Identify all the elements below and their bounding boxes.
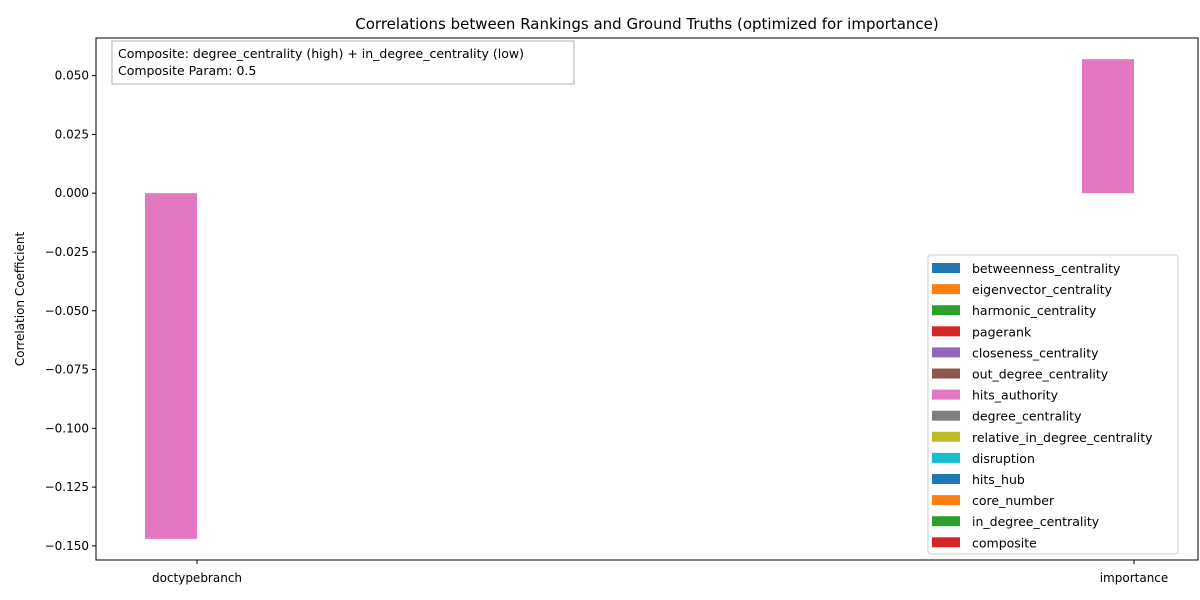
y-tick-label: −0.075 [45,363,89,377]
plot-frame [95,37,1199,561]
y-axis-label: Correlation Coefficient [13,232,27,367]
annotation-line-1: Composite: degree_centrality (high) + in… [118,46,524,61]
legend-swatch-betweenness-centrality [932,263,960,273]
bar-hits-authority-importance [1082,59,1134,194]
legend-swatch-hits-authority [932,389,960,400]
y-tick-label: −0.125 [45,480,89,494]
y-axis: −0.150 −0.125 −0.100 −0.075 −0.050 −0.025 0.00… [45,69,96,553]
legend-label-eigenvector-centrality: eigenvector_centrality [972,282,1113,297]
legend-label-relative-in-degree-centrality: relative_in_degree_centrality [972,430,1153,445]
legend-label-closeness-centrality: closeness_centrality [972,345,1099,360]
legend: betweenness_centrality eigenvector_centra… [927,254,1179,555]
chart-title: Correlations between Rankings and Ground… [355,15,938,33]
bars-group [145,59,1134,539]
x-tick-label: doctypebranch [152,571,242,585]
y-tick-label: 0.000 [55,186,89,200]
y-tick-label: −0.150 [45,539,89,553]
y-tick-label: 0.050 [55,69,89,83]
legend-swatch-out-degree-centrality [932,368,960,379]
x-tick-label: importance [1100,571,1169,585]
legend-label-hits-authority: hits_authority [972,388,1059,403]
legend-swatch-relative-in-degree-centrality [932,431,960,442]
legend-label-disruption: disruption [972,451,1035,466]
x-axis: doctypebranch importance [152,560,1168,585]
legend-frame [927,254,1179,555]
legend-label-composite: composite [972,535,1037,550]
legend-swatch-core-number [932,495,960,506]
legend-swatch-in-degree-centrality [932,516,960,527]
y-tick-label: −0.100 [45,421,89,435]
legend-swatch-closeness-centrality [932,347,960,358]
legend-label-core-number: core_number [972,493,1055,508]
legend-swatch-eigenvector-centrality [932,284,960,295]
legend-label-degree-centrality: degree_centrality [972,409,1082,424]
legend-swatch-degree-centrality [932,410,960,421]
legend-label-hits-hub: hits_hub [972,472,1025,487]
legend-label-betweenness-centrality: betweenness_centrality [972,261,1121,276]
bar-hits-authority-doctypebranch [145,193,197,539]
y-tick-label: 0.025 [55,127,89,141]
legend-label-in-degree-centrality: in_degree_centrality [972,514,1100,529]
legend-swatch-hits-hub [932,474,960,484]
annotation-frame [111,40,575,85]
annotation-box: Composite: degree_centrality (high) + in… [111,40,575,85]
y-tick-label: −0.050 [45,304,89,318]
legend-swatch-disruption [932,452,960,463]
legend-swatch-harmonic-centrality [932,305,960,316]
annotation-line-2: Composite Param: 0.5 [118,63,256,78]
legend-label-pagerank: pagerank [972,324,1032,339]
y-tick-label: −0.025 [45,245,89,259]
legend-label-out-degree-centrality: out_degree_centrality [972,367,1109,382]
legend-label-harmonic-centrality: harmonic_centrality [972,303,1097,318]
legend-swatch-composite [932,537,960,548]
legend-swatch-pagerank [932,326,960,337]
